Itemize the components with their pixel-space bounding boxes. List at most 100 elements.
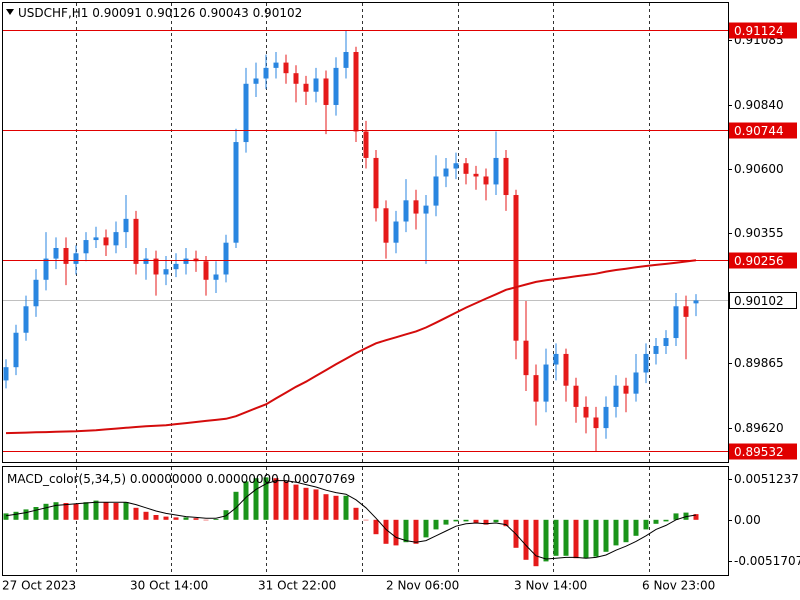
current-price-label: 0.90102 — [734, 294, 784, 308]
x-tick-label: 6 Nov 23:00 — [642, 579, 715, 593]
x-tick-label: 3 Nov 14:00 — [514, 579, 587, 593]
candle-body — [403, 200, 409, 222]
candle-body — [553, 353, 559, 365]
candle-body — [453, 163, 459, 169]
x-tick-label: 2 Nov 06:00 — [386, 579, 459, 593]
macd-bar — [73, 503, 79, 520]
macd-bar — [43, 503, 49, 520]
level-label-box — [729, 22, 797, 39]
macd-bar — [423, 519, 429, 538]
macd-bar — [363, 519, 369, 521]
macd-bar — [383, 519, 389, 544]
y-tick-label: 0.90355 — [734, 226, 784, 240]
candle-body — [3, 367, 9, 381]
candle-body — [173, 263, 179, 270]
candle-body — [193, 258, 199, 262]
macd-signal — [5, 480, 697, 560]
macd-bar — [133, 507, 139, 520]
symbol: USDCHF,H1 — [18, 6, 88, 20]
macd-bar — [23, 509, 29, 520]
candle-body — [673, 306, 679, 339]
macd-bar — [223, 510, 229, 520]
macd-bar — [533, 519, 539, 567]
close-readout: 0.90102 — [253, 6, 303, 20]
macd-bar — [373, 519, 379, 535]
macd-bar — [183, 517, 189, 520]
candle-body — [343, 51, 349, 68]
macd-readout: 0.00000000 — [206, 472, 279, 486]
macd-bar — [193, 518, 199, 520]
macd-bar — [213, 519, 219, 520]
macd-bar — [603, 519, 609, 552]
candle-body — [443, 168, 449, 177]
candle-body — [373, 157, 379, 209]
macd-bar — [493, 519, 499, 523]
level-label-box — [729, 443, 797, 460]
macd-bar — [563, 519, 569, 556]
macd-y-tick-label: 0.0051237 — [734, 472, 799, 486]
candle-body — [313, 78, 319, 92]
candle-body — [653, 345, 659, 354]
macd-readout: 0.00070769 — [283, 472, 356, 486]
macd-bar — [333, 495, 339, 520]
macd-bar — [543, 519, 549, 562]
macd-bar — [273, 478, 279, 520]
macd-bar — [63, 503, 69, 520]
candle-body — [213, 274, 219, 280]
macd-bar — [123, 502, 129, 520]
macd-y-tick-label: 0.00 — [734, 513, 761, 527]
level-label: 0.90744 — [734, 124, 784, 138]
macd-bar — [143, 511, 149, 520]
high-readout: 0.90126 — [146, 6, 196, 20]
x-tick-label: 30 Oct 14:00 — [130, 579, 208, 593]
macd-bar — [323, 494, 329, 520]
time-grid — [76, 3, 650, 575]
level-label: 0.91124 — [734, 24, 784, 38]
macd-bar — [503, 519, 509, 527]
candle-body — [363, 131, 369, 158]
level-label: 0.89532 — [734, 445, 784, 459]
candle-body — [253, 78, 259, 84]
chart-header: USDCHF,H1 0.90091 0.90126 0.90043 0.9010… — [18, 6, 302, 20]
macd-title: MACD_color(5,34,5) — [7, 472, 126, 486]
candle-body — [643, 353, 649, 373]
macd-bar — [413, 519, 419, 544]
macd-bar — [93, 500, 99, 520]
macd-bar — [13, 511, 19, 520]
candle-body — [473, 173, 479, 177]
macd-bar — [553, 519, 559, 556]
low-readout: 0.90043 — [199, 6, 249, 20]
candle-body — [133, 218, 139, 264]
macd-bar — [623, 519, 629, 543]
candle-body — [103, 237, 109, 246]
candle-body — [293, 73, 299, 84]
macd-bar — [393, 519, 399, 546]
menu-arrow[interactable] — [6, 9, 14, 15]
candle-body — [683, 306, 689, 317]
candle-body — [63, 247, 69, 264]
candle-body — [573, 385, 579, 407]
x-tick-label: 31 Oct 22:00 — [258, 579, 336, 593]
macd-bar — [163, 516, 169, 520]
macd-bar — [443, 519, 449, 525]
candle-body — [73, 253, 79, 264]
macd-bar — [243, 481, 249, 520]
candle-body — [463, 163, 469, 174]
open-readout: 0.90091 — [92, 6, 142, 20]
candle-body — [543, 364, 549, 402]
y-tick-label: 0.90600 — [734, 162, 784, 176]
candle-body — [233, 142, 239, 243]
macd-bar — [523, 519, 529, 560]
macd-bar — [263, 477, 269, 520]
macd-bar — [203, 519, 209, 521]
level-label: 0.90256 — [734, 254, 784, 268]
macd-bar — [33, 507, 39, 520]
candle-body — [383, 208, 389, 243]
candle-body — [203, 261, 209, 280]
candle-body — [423, 205, 429, 214]
macd-bar — [473, 519, 479, 523]
candle-body — [413, 200, 419, 214]
candle-body — [583, 406, 589, 418]
candle-body — [113, 232, 119, 246]
